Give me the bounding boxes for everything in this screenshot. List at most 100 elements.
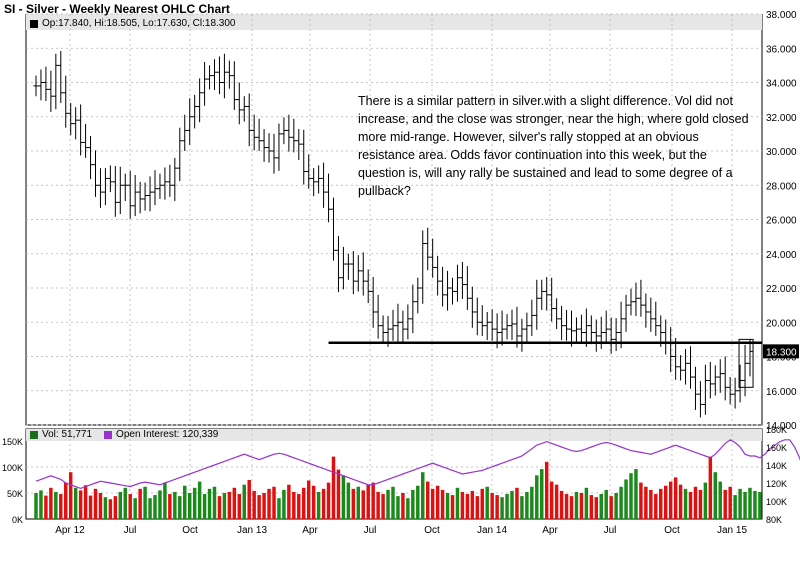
volume-bar [297,494,301,519]
volume-bar [639,482,643,519]
x-tick-label: Oct [182,525,198,536]
volume-bar [594,497,599,519]
volume-bar [535,475,539,519]
volume-bar [282,489,286,519]
volume-bar [391,486,395,519]
volume-bar [440,489,445,519]
volume-bar [336,469,341,519]
volume-bar [584,487,589,519]
volume-bar [728,486,732,519]
oi-legend-swatch [104,430,113,439]
volume-bar [525,491,529,519]
volume-bar [153,495,157,519]
volume-bar [138,488,142,519]
volume-bar [634,469,638,519]
volume-bar [723,489,727,519]
volume-bar [540,469,544,519]
volume-bar [148,498,152,519]
x-tick-label: Apr 12 [55,525,85,536]
volume-bar [118,491,123,519]
volume-bar [386,489,390,519]
x-tick-label: Apr [542,525,558,536]
volume-bar [430,488,435,519]
volume-bar [480,488,484,519]
volume-bar [520,496,524,519]
volume-tick-label: 0K [12,515,23,525]
price-tick-label: 20.000 [766,318,797,329]
volume-bar [644,486,648,519]
volume-bar [619,486,623,519]
price-tick-label: 34.000 [766,79,797,90]
volume-bar [292,491,296,519]
volume-bar [678,484,683,519]
volume-bar [103,497,108,519]
volume-bar [549,481,554,519]
volume-bar [688,491,693,519]
volume-bar [753,490,757,519]
volume-bar [311,485,316,519]
volume-bar [649,489,653,519]
volume-bar [604,489,608,519]
highlight-box [738,338,754,388]
oi-tick-label: 120K [766,479,787,489]
price-tick-label: 30.000 [766,147,797,158]
volume-bar [113,496,118,519]
price-tick-label: 28.000 [766,181,797,192]
volume-bar [435,485,440,519]
volume-bar [733,495,737,519]
volume-bar [158,490,162,519]
price-panel [25,13,763,426]
x-tick-label: Apr [302,525,318,536]
volume-bar [708,456,713,519]
volume-bar [361,490,365,519]
volume-bar [197,481,202,519]
volume-bar [123,487,127,519]
volume-bar [445,493,450,519]
volume-bar [758,491,762,519]
volume-bar [455,487,460,519]
volume-bar [34,493,38,519]
volume-bar [316,491,321,519]
price-tick-label: 36.000 [766,44,797,55]
volume-bar [673,477,678,519]
price-legend-bar [26,14,762,30]
volume-bar [88,495,93,519]
volume-bar [163,482,167,519]
volume-bar [128,494,132,519]
volume-tick-label: 50K [7,489,23,499]
volume-bar [222,493,227,519]
price-tick-label: 14.000 [766,421,797,432]
volume-bar [326,482,331,519]
volume-bar [212,486,217,519]
volume-bar [624,479,628,519]
volume-bar [83,485,88,519]
volume-bar [173,491,177,519]
x-tick-label: Oct [424,525,440,536]
volume-bar [202,494,207,519]
volume-bar [143,486,147,519]
volume-bar [510,490,514,519]
oi-legend-label: Open Interest: 120,339 [116,429,219,440]
oi-tick-label: 140K [766,461,787,471]
price-tick-label: 16.000 [766,387,797,398]
volume-bar [168,494,172,519]
oi-tick-label: 80K [766,515,782,525]
volume-bar [559,490,564,519]
oi-tick-label: 160K [766,443,787,453]
price-tag [763,344,799,359]
volume-bar [242,484,246,519]
volume-bar [267,488,271,519]
volume-bar [579,493,584,519]
volume-bar [425,481,430,519]
volume-bar [564,494,569,519]
volume-bar [187,493,192,519]
x-tick-label: Jan 13 [237,525,267,536]
volume-bar [683,488,688,519]
volume-bar [321,488,326,519]
volume-bar [589,495,594,519]
volume-bar [232,487,237,519]
volume-bar [421,472,425,519]
volume-bar [252,490,256,519]
volume-bar [743,491,747,519]
